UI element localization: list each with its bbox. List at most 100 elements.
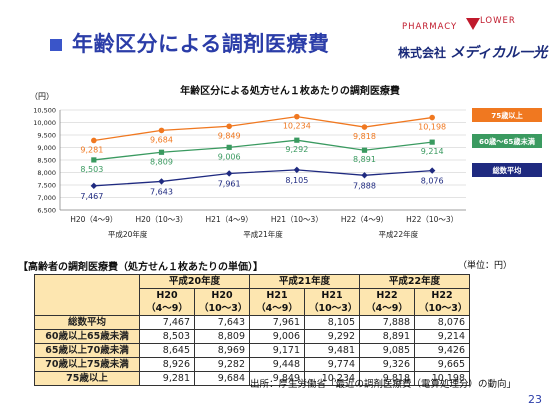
table-row: 総数平均 7,467 7,643 7,961 8,105 7,888 8,076	[34, 315, 470, 330]
table-cell: 7,643	[194, 315, 250, 330]
y-tick-label: 8,000	[37, 169, 56, 177]
legend-swatch	[472, 134, 542, 148]
data-point	[91, 137, 97, 144]
table-cell: 7,888	[359, 315, 415, 330]
table-period-header: H21（10〜3）	[304, 288, 360, 316]
y-tick-label: 7,500	[37, 182, 56, 190]
title-bullet	[50, 39, 62, 51]
data-point	[293, 166, 301, 174]
data-point	[294, 113, 300, 120]
table-cell: 8,891	[359, 329, 415, 344]
table-cell: 9,684	[194, 371, 250, 386]
y-tick-label: 10,500	[33, 107, 56, 115]
data-point	[226, 144, 232, 150]
data-point	[428, 167, 436, 174]
table-unit: （単位：円）	[458, 261, 513, 271]
data-label: 9,849	[218, 131, 241, 140]
table-heading: 【高齢者の調剤医療費（処方せん１枚あたりの単価）】	[18, 262, 263, 273]
data-point	[294, 137, 300, 143]
data-label: 9,292	[285, 145, 308, 154]
x-tick-label: H21（4〜9）	[206, 215, 253, 224]
table-cell: 9,665	[414, 357, 470, 372]
table-cell: 8,926	[139, 357, 195, 372]
table-cell: 9,326	[359, 357, 415, 372]
data-label: 7,888	[353, 181, 376, 190]
data-label: 10,198	[418, 123, 446, 132]
data-label: 10,234	[283, 122, 311, 131]
table-cell: 8,645	[139, 343, 195, 358]
data-label: 7,467	[80, 192, 103, 201]
table-cell: 9,292	[304, 329, 360, 344]
table-cell: 9,085	[359, 343, 415, 358]
table-row: 75歳以上 9,281 9,684 9,849 10,234 9,818 10,198	[34, 371, 470, 386]
data-label: 9,006	[218, 152, 241, 161]
data-label: 7,643	[150, 187, 173, 196]
data-point	[91, 157, 97, 163]
data-point	[158, 149, 165, 155]
data-point	[361, 124, 368, 130]
table-cell: 9,006	[249, 329, 305, 344]
y-tick-label: 6,500	[37, 207, 56, 215]
x-tick-label: H20（10〜3）	[136, 215, 188, 224]
table-year-header: 平成22年度	[359, 274, 470, 289]
data-label: 8,105	[285, 176, 308, 185]
page-number: 23	[528, 393, 542, 406]
data-point	[361, 172, 368, 179]
legend-swatch	[472, 163, 542, 177]
data-label: 8,503	[80, 165, 103, 174]
table-row-label: 総数平均	[34, 315, 140, 330]
table-year-header: 平成20年度	[139, 274, 250, 289]
table-cell: 9,426	[414, 343, 470, 358]
table-cell: 9,171	[249, 343, 305, 358]
x-year-group-label: 平成21年度	[243, 229, 283, 239]
table-cell: 8,503	[139, 329, 195, 344]
table-cell: 9,849	[249, 371, 305, 386]
data-point	[158, 127, 165, 134]
y-tick-label: 7,000	[37, 194, 56, 202]
table-year-header: 平成21年度	[249, 274, 360, 289]
logo-triangle-icon	[466, 18, 480, 30]
source-note: 出所：厚生労働省「最近の調剤医療費（電算処理分）の動向」	[250, 379, 517, 390]
company-logo: PHARMACY LOWER 株式会社 メディカル一光	[398, 14, 548, 64]
table-cell: 9,818	[359, 371, 415, 386]
chart-title: 年齢区分による処方せん１枚あたりの調剤医療費	[180, 84, 400, 97]
table-period-header: H22（4〜9）	[359, 288, 415, 316]
legend-label: 75歳以上	[491, 111, 523, 120]
table-row-label: 75歳以上	[34, 371, 140, 386]
page-title: 年齢区分による調剤医療費	[72, 32, 330, 56]
logo-pharmacy-text: PHARMACY	[402, 22, 458, 32]
data-point	[225, 170, 233, 177]
y-tick-label: 9,500	[37, 132, 56, 140]
table-cell: 8,076	[414, 315, 470, 330]
table-cell: 9,774	[304, 357, 360, 372]
series-line	[93, 115, 433, 142]
table-year-header-row: 平成20年度 平成21年度 平成22年度	[34, 274, 470, 316]
legend-swatch	[472, 108, 542, 122]
y-tick-label: 10,000	[33, 119, 56, 127]
table-row-label: 70歳以上75歳未満	[34, 357, 140, 372]
x-tick-label: H22（4〜9）	[341, 215, 388, 224]
data-label: 8,076	[421, 177, 444, 186]
y-unit-label: （円）	[30, 92, 54, 101]
table-cell: 8,105	[304, 315, 360, 330]
table-cell: 9,214	[414, 329, 470, 344]
company-name: 株式会社 メディカル一光	[398, 42, 547, 62]
table-period-header: H22（10〜3）	[414, 288, 470, 316]
x-tick-label: H20（4〜9）	[70, 215, 117, 224]
company-prefix: 株式会社	[398, 46, 447, 60]
data-label: 8,891	[353, 155, 376, 164]
table-cell: 10,198	[414, 371, 470, 386]
table-cell: 9,481	[304, 343, 360, 358]
table-row-label: 60歳以上65歳未満	[34, 329, 140, 344]
table-cell: 8,809	[194, 329, 250, 344]
x-tick-label: H21（10〜3）	[271, 215, 323, 224]
data-point	[361, 147, 368, 153]
logo-lower-text: LOWER	[480, 16, 516, 26]
data-point	[90, 182, 98, 190]
table-period-header: H20（4〜9）	[139, 288, 195, 316]
data-point	[226, 123, 232, 130]
data-point	[158, 178, 165, 185]
data-label: 7,961	[218, 179, 241, 188]
series-line	[93, 139, 433, 161]
table-row-label: 65歳以上70歳未満	[34, 343, 140, 358]
